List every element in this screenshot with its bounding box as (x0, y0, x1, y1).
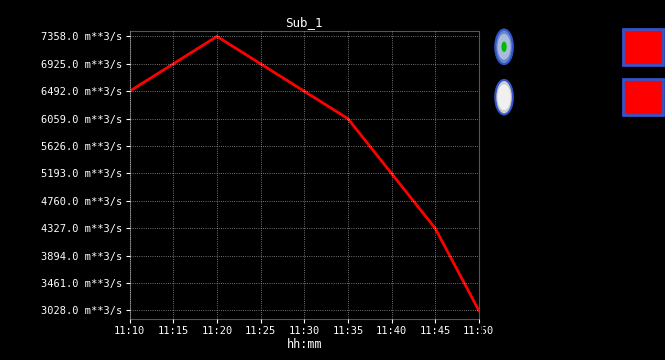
Title: Sub_1: Sub_1 (285, 17, 323, 30)
Circle shape (497, 34, 511, 60)
Circle shape (495, 80, 513, 114)
Circle shape (495, 30, 513, 64)
Circle shape (501, 42, 507, 52)
Circle shape (497, 84, 511, 110)
Text: Sub_1: Sub_1 (555, 40, 593, 53)
Text: Sub_2: Sub_2 (555, 91, 593, 104)
X-axis label: hh:mm: hh:mm (287, 338, 322, 351)
Bar (623, 79, 663, 115)
Bar (623, 29, 663, 65)
